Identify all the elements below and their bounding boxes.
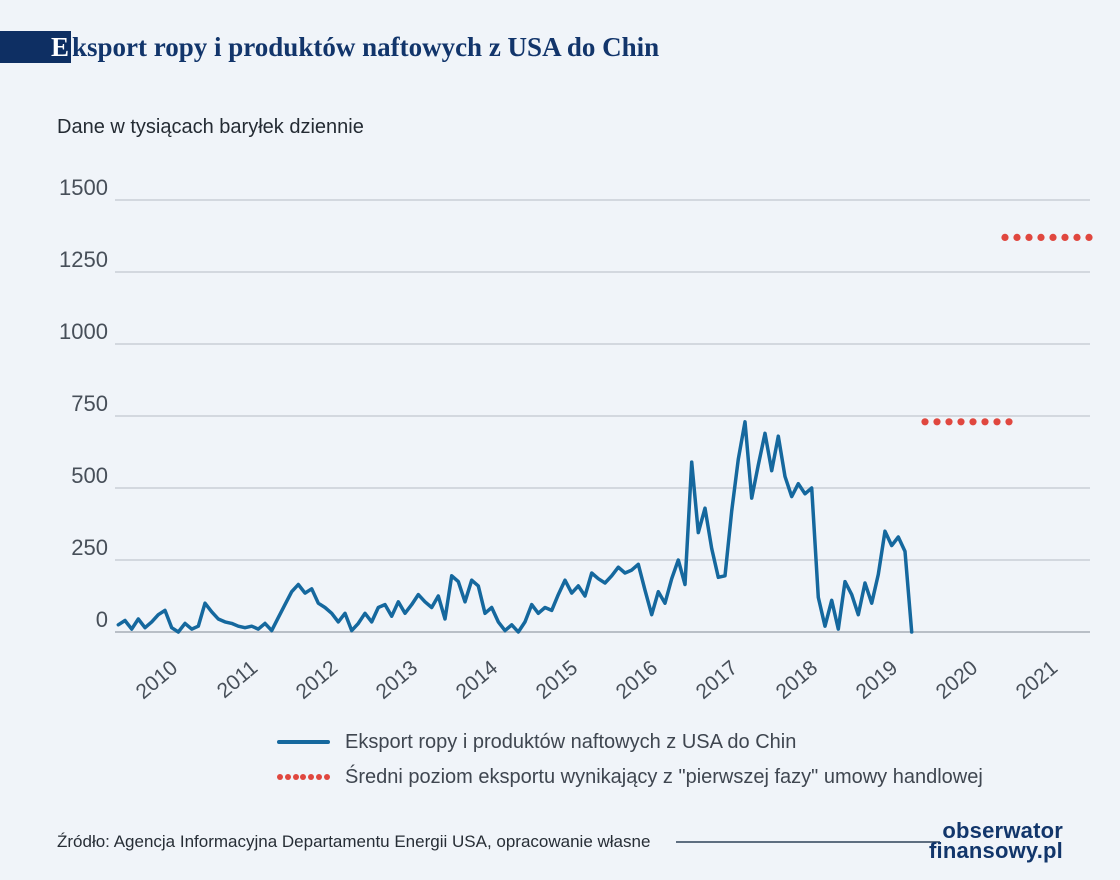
phase-one-target-2021-dot [1085, 233, 1093, 241]
x-tick-label-2018: 2018 [772, 656, 823, 704]
phase-one-target-2020-dot [933, 418, 941, 426]
phase-one-target-2021-dot [1013, 233, 1021, 241]
y-tick-label-1000: 1000 [59, 319, 108, 344]
chart-legend: Eksport ropy i produktów naftowych z USA… [277, 730, 983, 800]
x-tick-label-2020: 2020 [932, 656, 983, 704]
y-tick-label-250: 250 [71, 535, 108, 560]
x-tick-label-2017: 2017 [692, 656, 743, 704]
logo-line-1: obserwator [942, 818, 1063, 843]
x-tick-label-2011: 2011 [213, 656, 262, 703]
legend-item-phase-one: Średni poziom eksportu wynikający z "pie… [277, 765, 983, 789]
footer-divider [676, 841, 940, 843]
x-tick-label-2016: 2016 [612, 656, 663, 704]
legend-label-exports: Eksport ropy i produktów naftowych z USA… [345, 730, 797, 753]
phase-one-target-2021-dot [1001, 233, 1009, 241]
phase-one-target-2020-dot [993, 418, 1001, 426]
legend-dots-swatch [277, 774, 330, 780]
y-tick-label-0: 0 [96, 607, 108, 632]
legend-label-phase-one: Średni poziom eksportu wynikający z "pie… [345, 765, 983, 788]
title-text: ksport ropy i produktów naftowych z USA … [72, 31, 660, 62]
logo-obserwatorfinansowy: obserwator finansowy.pl [928, 818, 1063, 863]
source-note: Źródło: Agencja Informacyjna Departament… [57, 832, 651, 851]
x-tick-label-2013: 2013 [372, 656, 423, 704]
x-tick-label-2012: 2012 [292, 656, 343, 704]
legend-item-exports: Eksport ropy i produktów naftowych z USA… [277, 730, 983, 754]
title-initial: E [50, 31, 69, 62]
phase-one-target-2021-dot [1037, 233, 1045, 241]
logo-line-2: finansowy.pl [928, 838, 1063, 863]
x-tick-label-2021: 2021 [1012, 656, 1063, 704]
y-tick-label-1250: 1250 [59, 247, 108, 272]
phase-one-target-2020-dot [921, 418, 929, 426]
legend-line-swatch [277, 740, 330, 744]
y-tick-label-750: 750 [71, 391, 108, 416]
x-tick-label-2010: 2010 [132, 656, 183, 704]
line-chart: 0 250 500 750 1000 1250 1500 2010 2011 2012 2013 20… [59, 175, 1093, 704]
y-tick-label-500: 500 [71, 463, 108, 488]
phase-one-target-2021-dot [1049, 233, 1057, 241]
x-tick-label-2015: 2015 [532, 656, 583, 704]
phase-one-target-2020-dot [945, 418, 953, 426]
phase-one-target-2020-dot [969, 418, 977, 426]
phase-one-target-2021-dot [1061, 233, 1069, 241]
exports-line [116, 420, 914, 634]
x-tick-label-2019: 2019 [852, 656, 903, 704]
phase-one-target-2020-dot [1005, 418, 1013, 426]
phase-one-target-2021-dot [1025, 233, 1033, 241]
chart-subtitle: Dane w tysiącach baryłek dziennie [57, 116, 364, 138]
phase-one-target-2020-dot [981, 418, 989, 426]
x-tick-label-2014: 2014 [452, 656, 503, 704]
phase-one-target-2021-dot [1073, 233, 1081, 241]
phase-one-target-2020-dot [957, 418, 965, 426]
y-tick-label-1500: 1500 [59, 175, 108, 200]
title-accent-block: E [0, 31, 71, 63]
